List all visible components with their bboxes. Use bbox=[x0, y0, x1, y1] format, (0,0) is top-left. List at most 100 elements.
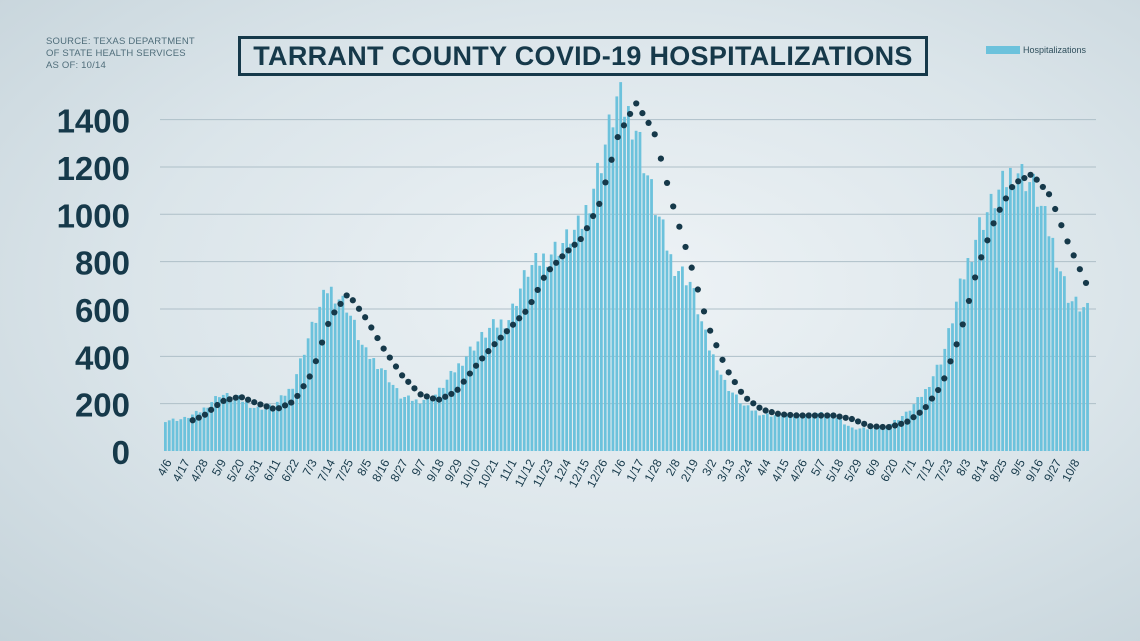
bar bbox=[1074, 296, 1078, 451]
trend-dot bbox=[922, 403, 929, 411]
trend-dot bbox=[559, 253, 566, 260]
trend-dot bbox=[996, 206, 1003, 213]
bar bbox=[414, 399, 418, 451]
bar bbox=[279, 395, 283, 451]
bar bbox=[916, 397, 920, 451]
bar bbox=[1016, 173, 1020, 451]
trend-dot bbox=[762, 407, 769, 414]
trend-dot bbox=[793, 412, 800, 419]
bar bbox=[1070, 301, 1074, 451]
bar bbox=[1005, 187, 1008, 451]
bar bbox=[754, 410, 758, 451]
bar bbox=[897, 420, 900, 451]
source-note: SOURCE: TEXAS DEPARTMENT OF STATE HEALTH… bbox=[46, 36, 195, 72]
bar bbox=[1078, 311, 1082, 451]
bar bbox=[843, 424, 846, 451]
trend-dot bbox=[522, 308, 529, 315]
bar bbox=[164, 422, 167, 451]
trend-dot bbox=[744, 395, 751, 402]
trend-dot bbox=[300, 383, 307, 390]
trend-dot bbox=[405, 378, 412, 385]
trend-dot bbox=[546, 266, 554, 273]
trend-dot bbox=[990, 220, 997, 227]
x-tick-label: 4/15 bbox=[769, 457, 792, 484]
bar bbox=[349, 315, 352, 451]
bar bbox=[430, 398, 434, 451]
trend-dot bbox=[608, 156, 615, 163]
chart-legend: Hospitalizations bbox=[986, 45, 1086, 55]
trend-dot bbox=[411, 385, 418, 392]
bar bbox=[191, 414, 194, 451]
trend-dot bbox=[232, 394, 239, 401]
trend-dot bbox=[226, 396, 233, 403]
bar bbox=[727, 391, 731, 451]
trend-dot bbox=[349, 297, 356, 304]
bar bbox=[356, 340, 360, 451]
bar bbox=[395, 388, 399, 451]
bar bbox=[553, 241, 557, 451]
trend-dot bbox=[645, 119, 652, 126]
trend-dot bbox=[516, 315, 523, 322]
bar bbox=[295, 374, 298, 451]
trend-dot bbox=[941, 375, 948, 382]
bar bbox=[704, 329, 707, 451]
trend-dot bbox=[1070, 252, 1077, 259]
bar bbox=[588, 213, 592, 451]
source-line-1: SOURCE: TEXAS DEPARTMENT bbox=[46, 36, 195, 47]
trend-dot bbox=[1008, 183, 1016, 191]
bar bbox=[746, 405, 750, 451]
bar bbox=[549, 254, 553, 451]
bar bbox=[789, 413, 792, 451]
trend-dot bbox=[725, 369, 732, 376]
bar bbox=[260, 409, 264, 451]
trend-dot bbox=[657, 155, 664, 162]
trend-dot bbox=[626, 110, 634, 118]
y-tick-label: 1400 bbox=[57, 103, 130, 140]
trend-dot bbox=[836, 413, 843, 420]
bar bbox=[638, 131, 642, 451]
bar bbox=[380, 368, 383, 451]
bar bbox=[391, 384, 395, 451]
trend-dot bbox=[331, 309, 338, 316]
source-line-2: OF STATE HEALTH SERVICES bbox=[46, 48, 186, 59]
x-tick-label: 9/18 bbox=[424, 457, 447, 484]
bar bbox=[619, 82, 623, 452]
bar bbox=[1032, 173, 1035, 452]
trend-dot bbox=[244, 396, 252, 403]
bar bbox=[858, 428, 862, 451]
trend-dot bbox=[257, 401, 264, 408]
x-tick-label: 4/28 bbox=[188, 457, 211, 484]
bar bbox=[268, 404, 271, 451]
x-tick-label: 10/8 bbox=[1059, 457, 1082, 484]
bar bbox=[507, 320, 511, 451]
x-tick-label: 1/17 bbox=[623, 457, 646, 484]
y-tick-label: 400 bbox=[75, 339, 130, 376]
bar bbox=[453, 372, 457, 451]
bar bbox=[792, 416, 796, 451]
trend-dot bbox=[263, 403, 270, 410]
bar bbox=[827, 414, 831, 451]
bar bbox=[654, 215, 657, 451]
bar bbox=[580, 228, 584, 451]
bar bbox=[202, 407, 206, 451]
trend-dot bbox=[928, 395, 936, 402]
bar bbox=[866, 429, 869, 451]
trend-dot bbox=[386, 354, 393, 361]
bar bbox=[854, 429, 858, 451]
bar bbox=[981, 229, 985, 451]
trend-dot bbox=[485, 348, 492, 355]
bar bbox=[329, 286, 333, 451]
bar bbox=[661, 219, 665, 451]
trend-dot bbox=[910, 414, 917, 421]
chart-title: TARRANT COUNTY COVID-19 HOSPITALIZATIONS bbox=[238, 36, 928, 76]
trend-dot bbox=[898, 420, 905, 427]
trend-dot bbox=[904, 418, 911, 425]
x-tick-label: 7/25 bbox=[333, 457, 356, 484]
trend-dot bbox=[1027, 171, 1034, 178]
trend-dot bbox=[935, 386, 942, 394]
bar bbox=[233, 396, 237, 451]
trend-dot bbox=[707, 327, 714, 334]
trend-dot bbox=[294, 392, 301, 400]
trend-dot bbox=[590, 212, 597, 220]
bar bbox=[291, 388, 295, 451]
